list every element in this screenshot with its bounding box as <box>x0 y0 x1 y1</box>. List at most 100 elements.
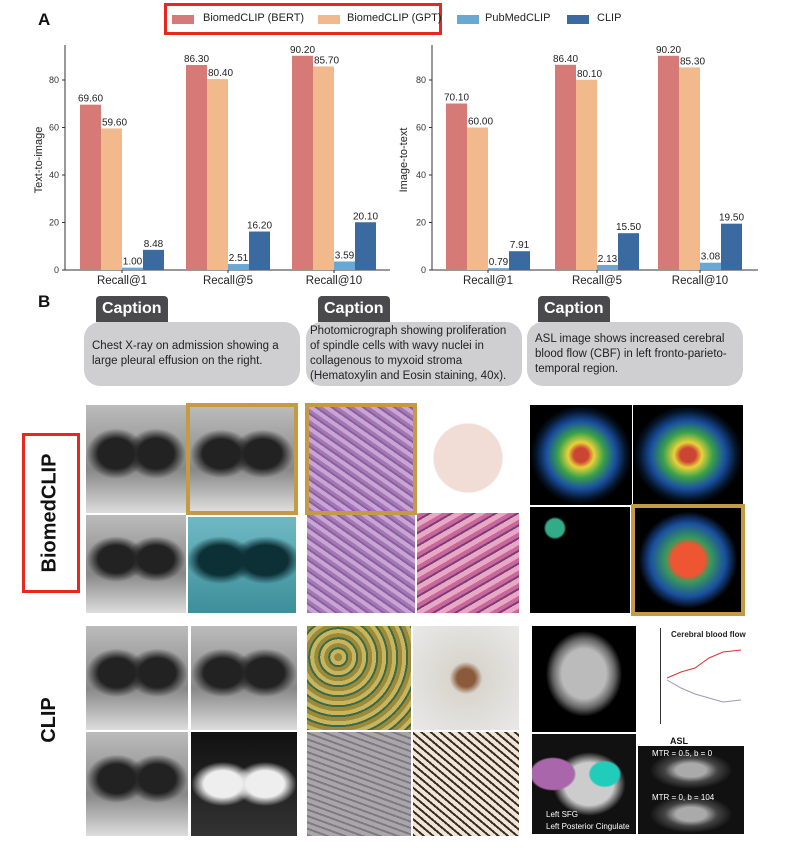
data-label: 86.40 <box>553 54 578 65</box>
y-tick-label: 60 <box>416 123 426 133</box>
legend-label: CLIP <box>597 12 622 24</box>
bar-clip <box>143 249 164 270</box>
data-label: 1.00 <box>123 257 143 268</box>
data-label: 3.08 <box>701 252 721 263</box>
bar-biomedclip-bert- <box>292 55 313 271</box>
x-tick-label: Recall@10 <box>306 275 362 287</box>
image-label-mtr: MTR = 0.5, b = 0 <box>652 749 713 758</box>
bar-pubmedclip <box>488 268 509 270</box>
retrieved-brain-region-image: Left SFG Left Posterior Cingulate <box>532 734 636 834</box>
data-label: 85.70 <box>314 55 339 66</box>
caption-text: Chest X-ray on admission showing a large… <box>84 322 300 386</box>
x-tick-label: Recall@10 <box>672 275 728 287</box>
data-label: 7.91 <box>510 240 530 251</box>
retrieved-cbf-plot-image: Cerebral blood flow <box>660 628 746 724</box>
image-label-mtr: MTR = 0, b = 104 <box>652 793 715 802</box>
caption-text: Photomicrograph showing proliferation of… <box>306 322 522 386</box>
x-tick-label: Recall@1 <box>97 275 147 287</box>
retrieved-histology-image-correct <box>305 403 417 515</box>
bar-clip <box>721 223 742 270</box>
retrieved-tractography-image <box>532 626 636 732</box>
data-label: 8.48 <box>144 239 164 250</box>
bar-biomedclip-gpt- <box>467 127 488 270</box>
retrieved-mri-image: MTR = 0, b = 104 <box>638 790 744 834</box>
bar-biomedclip-bert- <box>555 64 576 270</box>
data-label: 2.13 <box>598 254 618 265</box>
bar-clip <box>509 251 530 270</box>
y-tick-label: 20 <box>49 218 59 228</box>
legend-swatch <box>457 15 479 24</box>
data-label: 69.60 <box>78 94 103 105</box>
retrieved-xray-image <box>86 515 186 613</box>
bar-clip <box>355 222 376 270</box>
bar-biomedclip-gpt- <box>313 66 334 271</box>
data-label: 90.20 <box>656 45 681 56</box>
bar-clip <box>618 233 639 270</box>
bar-charts: 0 20 40 60 80 Text-to-image Recall@1 69.60 59.60… <box>33 45 758 287</box>
retrieved-xray-image <box>191 626 297 730</box>
bar-clip <box>249 231 270 270</box>
caption-tag: Caption <box>96 296 168 322</box>
data-label: 3.59 <box>335 250 355 261</box>
caption-tag: Caption <box>538 296 610 322</box>
data-label: 80.10 <box>577 69 602 80</box>
y-tick-label: 20 <box>416 218 426 228</box>
bar-biomedclip-gpt- <box>207 79 228 270</box>
legend-label: PubMedCLIP <box>485 12 551 24</box>
legend-highlight-box <box>164 3 442 35</box>
retrieved-asl-image-correct <box>631 504 745 616</box>
retrieved-asl-image <box>530 405 632 505</box>
y-axis-label: Image-to-text <box>398 128 410 193</box>
image-label-left-sfg: Left SFG <box>546 810 579 819</box>
legend-label: BiomedCLIP (GPT) <box>347 12 442 24</box>
data-label: 60.00 <box>468 117 493 128</box>
retrieved-histology-image <box>413 626 519 730</box>
legend-swatch <box>567 15 589 24</box>
bar-pubmedclip <box>228 264 249 270</box>
panel-a-label: A <box>38 10 51 29</box>
retrieved-histology-image <box>417 513 519 613</box>
retrieved-histology-image <box>417 405 519 511</box>
y-tick-label: 80 <box>416 75 426 85</box>
row-label-biomedclip: BiomedCLIP <box>38 453 60 573</box>
y-tick-label: 40 <box>416 170 426 180</box>
caption-tag: Caption <box>318 296 390 322</box>
y-axis-label: Text-to-image <box>33 127 45 194</box>
data-label: 0.79 <box>489 257 509 268</box>
x-tick-label: Recall@1 <box>463 275 513 287</box>
data-label: 15.50 <box>616 222 641 233</box>
data-label: 86.30 <box>184 54 209 65</box>
data-label: 85.30 <box>680 56 705 67</box>
data-label: 90.20 <box>290 45 315 56</box>
bar-biomedclip-bert- <box>186 65 207 270</box>
bar-biomedclip-bert- <box>80 104 101 270</box>
bar-pubmedclip <box>597 264 618 270</box>
retrieved-asl-image <box>633 405 743 505</box>
retrieved-xray-image <box>86 732 188 836</box>
bar-pubmedclip <box>700 262 721 270</box>
retrieved-xray-image <box>188 517 296 613</box>
retrieved-xray-image <box>86 405 186 513</box>
data-label: 16.20 <box>247 221 272 232</box>
retrieved-histology-image <box>307 515 415 613</box>
image-label-asl: ASL <box>670 736 688 746</box>
retrieved-xray-image <box>86 626 188 730</box>
retrieved-histology-image <box>307 626 411 730</box>
bar-biomedclip-gpt- <box>101 128 122 270</box>
legend-label: BiomedCLIP (BERT) <box>203 12 305 24</box>
bar-biomedclip-gpt- <box>576 79 597 270</box>
y-tick-label: 40 <box>49 170 59 180</box>
data-label: 80.40 <box>208 68 233 79</box>
retrieved-asl-image <box>530 507 630 613</box>
bar-biomedclip-bert- <box>446 103 467 270</box>
retrieved-xray-image <box>191 732 297 836</box>
retrieved-histology-image <box>307 732 411 836</box>
row-label-clip: CLIP <box>38 697 60 743</box>
bar-pubmedclip <box>122 267 143 270</box>
retrieved-histology-image <box>413 732 519 836</box>
retrieved-mri-image: MTR = 0.5, b = 0 <box>638 746 744 790</box>
data-label: 20.10 <box>353 211 378 222</box>
bar-pubmedclip <box>334 261 355 270</box>
bar-biomedclip-bert- <box>658 55 679 271</box>
